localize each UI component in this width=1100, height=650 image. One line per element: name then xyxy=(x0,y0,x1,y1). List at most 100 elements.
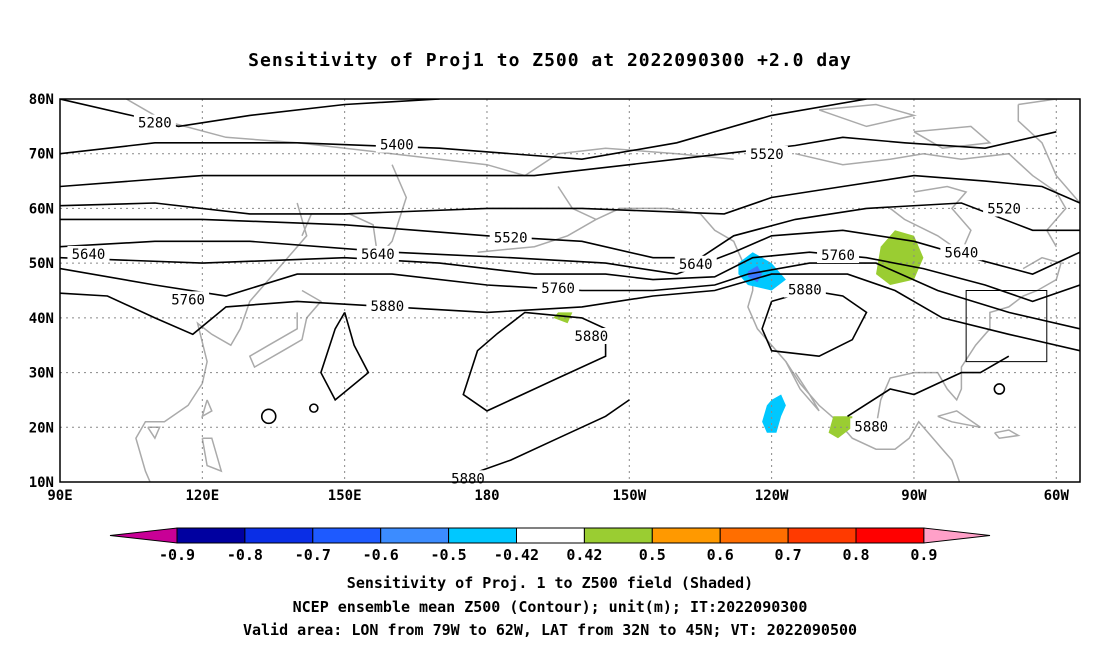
valid-area-box xyxy=(965,290,1048,363)
sensitivity-area xyxy=(876,230,924,285)
contour-label: 5760 xyxy=(171,292,205,308)
z500-contour xyxy=(60,131,1057,188)
colorbar-label: 0.42 xyxy=(566,546,602,564)
contour-label-bg xyxy=(537,279,580,296)
z500-contour xyxy=(60,174,1080,215)
colorbar-label: 0.8 xyxy=(842,546,869,564)
caption-line-1: Sensitivity of Proj. 1 to Z500 field (Sh… xyxy=(346,574,754,592)
contour-label: 5760 xyxy=(821,248,855,264)
colorbar-cell xyxy=(176,527,246,544)
colorbar-label: -0.42 xyxy=(494,546,539,564)
lon-label: 180 xyxy=(474,488,499,504)
contour-label-bg xyxy=(570,328,613,345)
lon-label: 90W xyxy=(901,488,927,504)
lat-label: 30N xyxy=(29,366,54,382)
z500-contour xyxy=(60,229,1080,275)
contour-label-bg xyxy=(850,418,893,435)
z500-contour xyxy=(60,262,1080,330)
colorbar-label: 0.7 xyxy=(775,546,802,564)
lat-label: 50N xyxy=(29,256,54,272)
z500-contour xyxy=(847,355,1010,417)
colorbar: -0.9 -0.8 -0.7 -0.6 -0.5 -0.42 0.42 0.5 0.6 0.7 0.… xyxy=(109,527,991,564)
z500-contour xyxy=(462,311,607,412)
colorbar-label: -0.8 xyxy=(227,546,263,564)
contour-label: 5520 xyxy=(750,147,784,163)
contour-label: 5760 xyxy=(541,281,575,297)
lon-label: 150W xyxy=(612,488,646,504)
colorbar-arrow-left xyxy=(109,527,178,544)
contour-label-bg xyxy=(366,297,409,314)
contour-label-bg xyxy=(167,291,210,308)
chart-title: Sensitivity of Proj1 to Z500 at 20220903… xyxy=(248,50,852,71)
contour-label: 5520 xyxy=(987,202,1021,218)
contour-label: 5520 xyxy=(494,231,528,247)
colorbar-cell xyxy=(516,527,585,544)
colorbar-label: 0.9 xyxy=(910,546,937,564)
z500-contour xyxy=(260,408,277,425)
map-frame xyxy=(59,98,1081,483)
contour-label: 5640 xyxy=(679,257,713,273)
lon-label: 60W xyxy=(1044,488,1070,504)
contour-label-bg xyxy=(983,200,1026,217)
lon-label: 90E xyxy=(47,488,72,504)
lat-label: 40N xyxy=(29,311,54,327)
colorbar-cell xyxy=(380,527,450,544)
contour-label: 5880 xyxy=(370,299,404,315)
colorbar-label: -0.9 xyxy=(159,546,195,564)
contour-label-bg xyxy=(783,281,826,298)
z500-contour xyxy=(448,399,630,482)
contour-label-bg xyxy=(133,114,176,131)
contour-label-bg xyxy=(489,229,532,246)
z500-contour xyxy=(993,383,1006,395)
colorbar-cell xyxy=(651,527,721,544)
colorbar-arrow-right xyxy=(923,527,991,544)
contour-label: 5880 xyxy=(451,471,485,487)
contour-label-bg xyxy=(940,244,983,261)
colorbar-cell xyxy=(448,527,518,544)
contour-label: 5640 xyxy=(72,247,106,263)
lat-label: 70N xyxy=(29,147,54,163)
z500-contour xyxy=(761,289,868,358)
contour-label-bg xyxy=(356,245,399,262)
contour-label-bg xyxy=(745,145,788,162)
colorbar-label: -0.6 xyxy=(363,546,399,564)
z500-contour xyxy=(60,99,867,161)
lon-label: 120W xyxy=(755,488,789,504)
contour-label: 5880 xyxy=(788,283,822,299)
contour-label-bg xyxy=(375,136,418,153)
colorbar-label: 0.6 xyxy=(707,546,734,564)
colorbar-cell xyxy=(787,527,857,544)
sensitivity-area xyxy=(762,394,786,433)
colorbar-cell xyxy=(583,527,653,544)
caption-line-3: Valid area: LON from 79W to 62W, LAT fro… xyxy=(242,621,858,639)
lon-label: 150E xyxy=(328,488,362,504)
contour-label: 5880 xyxy=(854,419,888,435)
contour-label: 5640 xyxy=(945,245,979,261)
lat-label: 80N xyxy=(29,92,54,108)
colorbar-cell xyxy=(244,527,314,544)
z500-contour xyxy=(320,311,370,402)
z500-contour xyxy=(309,403,319,413)
lat-label: 20N xyxy=(29,420,54,436)
contour-label-bg xyxy=(674,255,717,272)
contour-label: 5880 xyxy=(574,329,608,345)
contour-label-bg xyxy=(67,245,110,262)
colorbar-label: -0.7 xyxy=(295,546,331,564)
z500-contour xyxy=(60,273,1080,352)
lat-label: 60N xyxy=(29,201,54,217)
z500-contour xyxy=(60,99,440,128)
contour-labels: 5280 5400 5520 5520 5520 5640 5640 5640 5640 5760… xyxy=(67,114,1026,487)
lon-label: 120E xyxy=(185,488,219,504)
contour-label: 5640 xyxy=(361,247,395,263)
colorbar-cell xyxy=(855,527,925,544)
caption-line-2: NCEP ensemble mean Z500 (Contour); unit(… xyxy=(292,598,808,616)
colorbar-label: -0.5 xyxy=(431,546,467,564)
coastlines xyxy=(126,99,1080,482)
lat-label: 10N xyxy=(29,475,54,491)
sensitivity-area xyxy=(553,312,573,324)
contour-label: 5400 xyxy=(380,138,414,154)
colorbar-cell xyxy=(312,527,382,544)
contour-label-bg xyxy=(817,247,860,264)
